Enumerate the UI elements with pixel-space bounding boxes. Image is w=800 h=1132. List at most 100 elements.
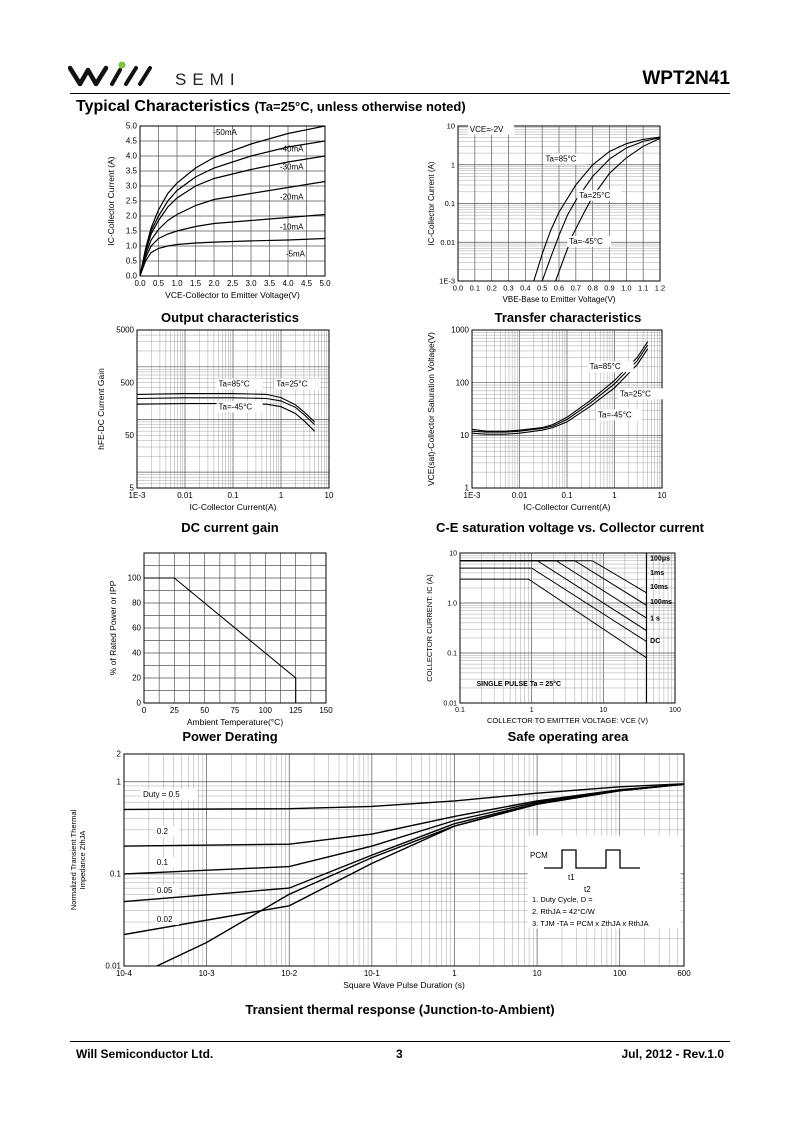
note-line: 1. Duty Cycle, D = [532, 895, 593, 904]
plot-frame [123, 753, 685, 967]
x-tick-label: 0.5 [537, 284, 547, 293]
plot-frame [459, 552, 676, 704]
label-bg [154, 826, 179, 838]
series-label: Ta=25°C [276, 380, 307, 389]
series-label: -5mA [286, 250, 306, 259]
x-tick-label: 10 [599, 707, 607, 714]
x-tick-label: 10-1 [364, 969, 381, 978]
y-axis-label-line1: Normalized Transient Thermal [69, 810, 78, 911]
x-tick-label: 1 [612, 491, 617, 500]
y-axis-label: hFE-DC Current Gain [96, 368, 106, 450]
label-bg [154, 884, 179, 896]
x-tick-label: 600 [677, 969, 691, 978]
x-axis-label: COLLECTOR TO EMITTER VOLTAGE: VCE (V) [487, 716, 649, 725]
footer-revision: Jul, 2012 - Rev.1.0 [621, 1047, 724, 1061]
x-tick-label: 4.0 [282, 279, 294, 288]
label-bg [141, 789, 198, 801]
label-bg [587, 361, 634, 373]
series-label: -50mA [213, 128, 237, 137]
y-tick-label: 0.01 [440, 238, 455, 247]
y-tick-label: 1.0 [126, 242, 138, 251]
y-tick-label: 100 [456, 378, 470, 387]
x-tick-label: 25 [170, 706, 179, 715]
series-label: -10mA [280, 223, 304, 232]
label-bg [596, 409, 643, 421]
series-line [460, 567, 647, 642]
series-line [139, 125, 326, 277]
x-tick-label: 1.2 [655, 284, 665, 293]
x-tick-label: 1.5 [190, 279, 202, 288]
x-tick-label: 100 [669, 707, 681, 714]
y-tick-label: 0.1 [445, 199, 455, 208]
y-tick-label: 2 [117, 750, 122, 759]
footer-rule [70, 1041, 730, 1042]
series-line [136, 393, 315, 423]
x-tick-label: 1.0 [621, 284, 631, 293]
x-axis-label: Square Wave Pulse Duration (s) [343, 980, 465, 990]
series-label: Ta=25°C [579, 191, 610, 200]
series-line [139, 237, 326, 277]
x-tick-label: 150 [319, 706, 333, 715]
y-tick-label: 60 [132, 624, 141, 633]
x-tick-label: 0.1 [227, 491, 239, 500]
y-tick-label: 4.5 [126, 137, 138, 146]
x-axis-label: IC-Collector Current(A) [190, 502, 277, 512]
series-line [139, 140, 326, 277]
x-tick-label: 0.01 [177, 491, 193, 500]
y-tick-label: 3.0 [126, 182, 138, 191]
label-bg [216, 378, 263, 390]
y-tick-label: 1.5 [126, 227, 138, 236]
series-label: Ta=-45°C [219, 402, 253, 411]
y-tick-label: 1 [451, 160, 455, 169]
y-axis-label-line2: Impedance ZthJA [78, 831, 87, 890]
series-line [156, 783, 685, 967]
label-bg [567, 236, 612, 248]
x-tick-label: 0.7 [571, 284, 581, 293]
series-label: Ta=85°C [219, 380, 250, 389]
series-line [533, 136, 661, 282]
y-tick-label: 10 [460, 431, 469, 440]
series-label: Ta=25°C [620, 389, 651, 398]
output-caption: Output characteristics [161, 310, 299, 325]
y-tick-label: 2.0 [126, 212, 138, 221]
x-tick-label: 0.6 [554, 284, 564, 293]
series-line [460, 560, 647, 632]
logo-text: SEMI [175, 70, 241, 89]
label-bg [154, 856, 179, 868]
annotation-box [468, 122, 515, 135]
y-tick-label: 80 [132, 599, 141, 608]
x-axis-label: Ambient Temperature(°C) [187, 717, 283, 727]
dcgain-caption: DC current gain [181, 520, 279, 535]
y-tick-label: 1E-3 [439, 277, 455, 286]
x-tick-label: 1E-3 [464, 491, 481, 500]
series-label: Ta=85°C [590, 362, 621, 371]
x-tick-label: 0.9 [604, 284, 614, 293]
footer-page-number: 3 [396, 1047, 403, 1061]
y-axis-label: IC-Collector Current (A) [106, 156, 116, 245]
x-tick-label: 50 [200, 706, 209, 715]
y-tick-label: 100 [128, 574, 142, 583]
t1-label: t1 [568, 873, 575, 882]
section-condition: (Ta=25°C, unless otherwise noted) [254, 99, 466, 114]
annotation-label: SINGLE PULSE Ta = 25°C [477, 680, 562, 688]
y-tick-label: 4.0 [126, 152, 138, 161]
x-tick-label: 100 [613, 969, 627, 978]
transfer-caption: Transfer characteristics [494, 310, 642, 325]
series-line [123, 783, 685, 811]
series-label: 0.05 [157, 886, 173, 895]
x-tick-label: 10 [658, 491, 667, 500]
y-tick-label: 5000 [116, 326, 134, 335]
series-label: Duty = 0.5 [143, 790, 180, 799]
series-label: 0.1 [157, 858, 169, 867]
series-label: -20mA [280, 193, 304, 202]
soa-caption: Safe operating area [507, 729, 629, 744]
transfer-characteristics-chart: 0.0 0.1 0.2 0.3 0.4 0.5 0.6 0.7 0.8 0.9 1.0 1.1 1.2 1… [427, 122, 665, 305]
x-axis-label: VCE-Collector to Emitter Voltage(V) [165, 290, 300, 300]
y-tick-label: 20 [132, 674, 141, 683]
y-axis-label: VCE(sat)-Collector Saturation Voltage(V) [426, 332, 436, 486]
x-tick-label: 5.0 [319, 279, 331, 288]
y-axis-label: % of Rated Power or IPP [108, 580, 118, 675]
x-tick-label: 2.0 [208, 279, 220, 288]
vcesat-caption: C-E saturation voltage vs. Collector cur… [435, 520, 704, 535]
x-tick-label: 0.0 [134, 279, 146, 288]
